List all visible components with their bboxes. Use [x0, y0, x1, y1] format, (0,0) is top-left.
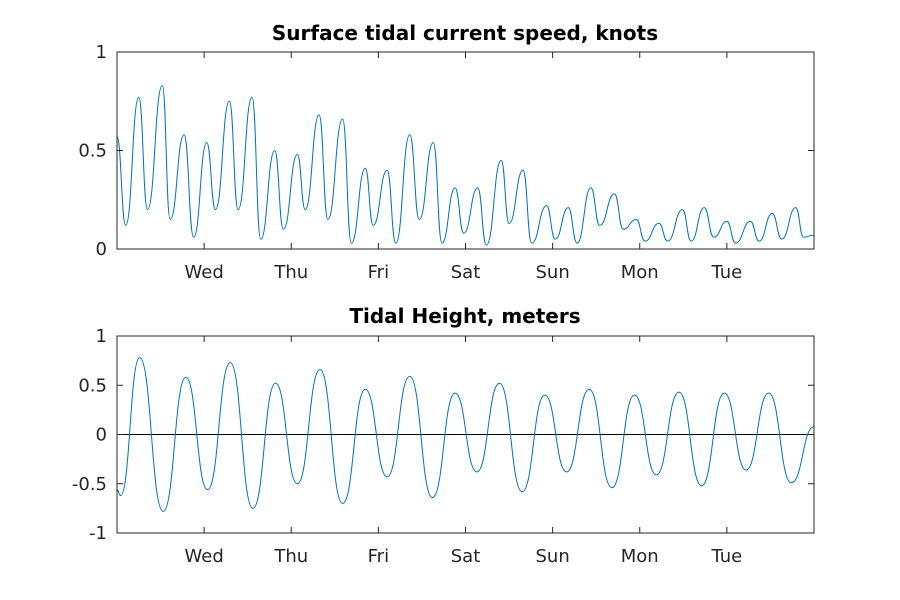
tidal-height-x-tick-label: Mon [621, 546, 659, 567]
current-speed-axes-box [116, 51, 815, 250]
tidal-height-y-tick-label: -0.5 [72, 474, 107, 495]
tidal-height-x-tick-label: Thu [273, 546, 308, 567]
tidal-height-x-tick-label: Sat [451, 546, 481, 567]
tidal-height-y-tick-label: 1 [96, 326, 107, 347]
current-speed-x-tick-label: Fri [368, 262, 389, 283]
current-speed-x-tick-label: Tue [711, 262, 743, 283]
tidal-height-x-tick-label: Tue [711, 546, 743, 567]
tidal-height-y-tick-label: 0.5 [78, 375, 107, 396]
tidal-height-y-tick-label: 0 [96, 425, 107, 446]
current-speed-y-tick-label: 0.5 [78, 141, 107, 162]
current-speed-series-line [116, 84, 815, 246]
tidal-height-series-line [116, 357, 815, 512]
current-speed-panel: Surface tidal current speed, knots 0 0.5 1… [78, 21, 815, 283]
tidal-height-title: Tidal Height, meters [349, 304, 580, 328]
current-speed-x-tick-label: Wed [185, 262, 224, 283]
current-speed-title: Surface tidal current speed, knots [272, 21, 658, 45]
current-speed-y-tick-label: 0 [96, 239, 107, 260]
current-speed-x-tick-label: Mon [621, 262, 659, 283]
tidal-height-x-tick-label: Wed [185, 546, 224, 567]
tidal-height-x-tick-label: Fri [368, 546, 389, 567]
current-speed-x-tick-label: Thu [273, 262, 308, 283]
tidal-height-panel: Tidal Height, meters -1 -0.5 0 0.5 1 Wed Thu Fr… [72, 304, 815, 567]
current-speed-x-tick-label: Sun [536, 262, 570, 283]
current-speed-y-tick-label: 1 [96, 42, 107, 63]
tidal-height-y-tick-label: -1 [89, 523, 107, 544]
current-speed-x-tick-label: Sat [451, 262, 481, 283]
tidal-height-x-tick-label: Sun [536, 546, 570, 567]
